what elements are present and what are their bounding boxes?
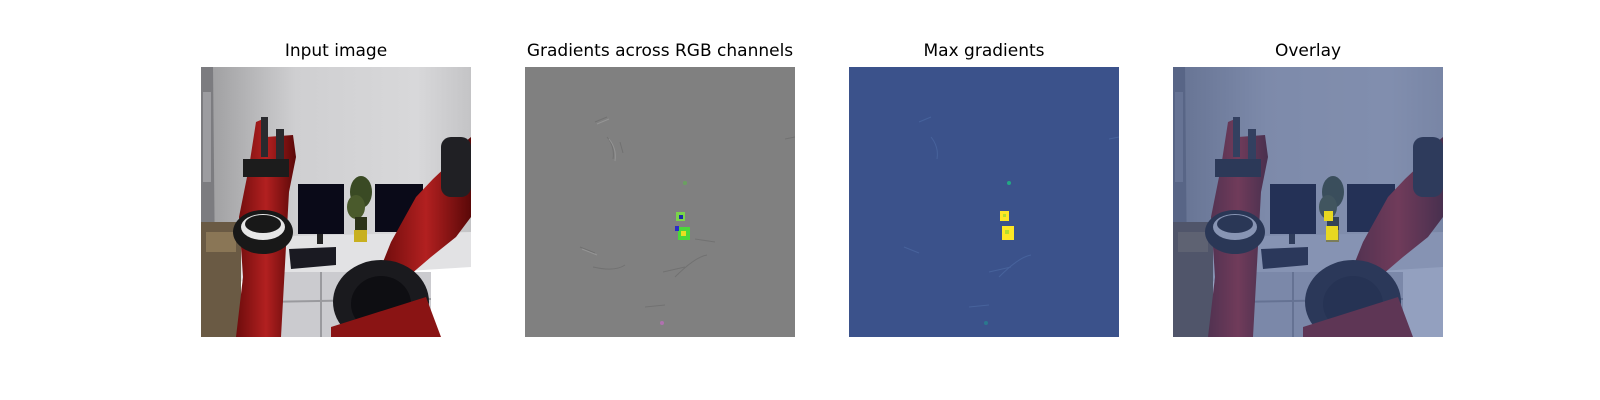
panel-title-max-gradients: Max gradients: [923, 41, 1045, 61]
overlay-panel: Overlay: [1173, 0, 1443, 400]
rgb-gradients-panel: Gradients across RGB channels: [525, 0, 795, 400]
panel-title-input-image: Input image: [284, 41, 388, 61]
panel-title-rgb-gradients: Gradients across RGB channels: [526, 41, 794, 61]
panel-title-overlay: Overlay: [1274, 41, 1342, 61]
max-gradients-panel: Max gradients: [849, 0, 1119, 400]
overlay-image: [1173, 67, 1443, 337]
rgb-gradients-image: [525, 67, 795, 337]
max-gradients-image: [849, 67, 1119, 337]
input-image-panel: Input image: [201, 0, 471, 400]
input-image: [201, 67, 471, 337]
